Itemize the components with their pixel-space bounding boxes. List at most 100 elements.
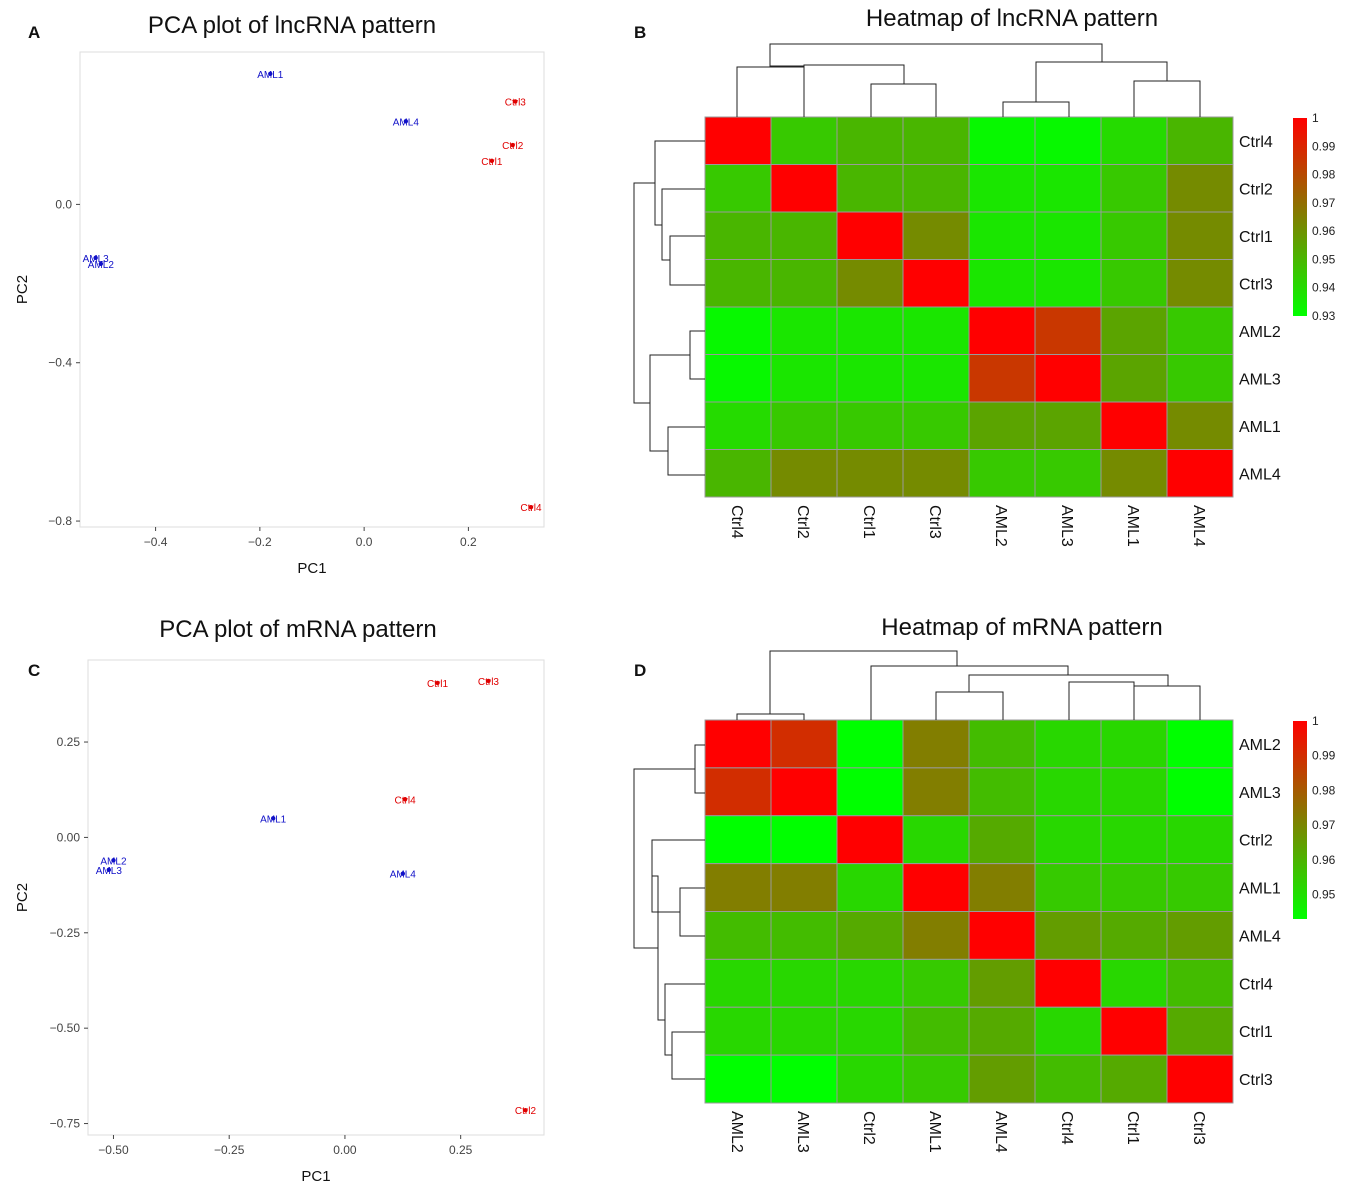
heatmap-cell — [1166, 116, 1234, 165]
heatmap-cell — [704, 449, 772, 498]
heatmap-cell — [770, 863, 838, 912]
col-label: Ctrl2 — [860, 1111, 877, 1145]
panel-d: D Heatmap of mRNA pattern AML2 AML3 Ctrl2 AML… — [600, 600, 1352, 1190]
heatmap-cell — [902, 211, 970, 260]
panel-letter: C — [28, 661, 40, 680]
x-tick-label: −0.25 — [214, 1143, 245, 1157]
x-tick-label: −0.4 — [144, 535, 168, 549]
data-point — [111, 858, 116, 863]
legend-tick-label: 0.95 — [1312, 252, 1336, 266]
row-label: AML1 — [1239, 881, 1281, 898]
dendrogram-branch — [689, 330, 705, 380]
data-point — [528, 505, 534, 510]
col-label: Ctrl4 — [1058, 1111, 1075, 1145]
dendrogram-branch — [664, 983, 705, 1056]
legend-tick-label: 0.93 — [1312, 309, 1336, 323]
col-label: AML3 — [1058, 505, 1075, 547]
pca-mrna-chart: C PCA plot of mRNA pattern −0.50 −0.25 0.00 0… — [14, 616, 545, 1185]
row-label: AML4 — [1239, 928, 1281, 945]
heatmap-cell — [1100, 164, 1168, 213]
heatmap-cell — [902, 354, 970, 403]
dendrogram-branch — [1133, 80, 1201, 117]
heatmap-cell — [836, 815, 904, 865]
heatmap-cell — [770, 401, 838, 450]
dendrogram-branch — [736, 66, 805, 117]
row-label: AML1 — [1239, 419, 1281, 436]
heatmap-cell — [836, 354, 904, 403]
legend-color-bar — [1293, 721, 1307, 919]
legend-tick-label: 0.99 — [1312, 749, 1336, 763]
y-tick-label: −0.25 — [50, 926, 81, 940]
heatmap-cell — [704, 211, 772, 260]
chart-title: PCA plot of lncRNA pattern — [148, 12, 436, 39]
point-label: Ctrl1 — [481, 157, 503, 168]
legend-tick-label: 0.98 — [1312, 168, 1336, 182]
row-label: Ctrl1 — [1239, 229, 1273, 246]
dendrogram-branch — [661, 188, 705, 261]
legend-tick-label: 0.94 — [1312, 281, 1336, 295]
col-label: AML1 — [926, 1111, 943, 1153]
heatmap-cell — [836, 116, 904, 165]
heatmap-cell — [836, 306, 904, 355]
dendrogram-branch — [803, 64, 905, 84]
legend-tick-label: 0.96 — [1312, 224, 1336, 238]
col-label: AML4 — [992, 1111, 1009, 1153]
heatmap-cell — [902, 815, 970, 865]
point-label: AML4 — [393, 117, 420, 128]
legend-tick-label: 1 — [1312, 111, 1319, 125]
heatmap-cell — [770, 354, 838, 403]
heatmap-cell — [968, 401, 1036, 450]
dendrogram-branch — [669, 235, 705, 286]
heatmap-cell — [1034, 1054, 1102, 1104]
heatmap-cell — [968, 863, 1036, 912]
dendrogram-branch — [870, 83, 937, 117]
heatmap-cell — [1034, 306, 1102, 355]
col-label: Ctrl2 — [794, 505, 811, 539]
heatmap-cell — [1100, 306, 1168, 355]
heatmap-cell — [902, 767, 970, 817]
heatmap-cell — [1034, 1006, 1102, 1056]
plot-area — [79, 51, 545, 528]
x-tick-label: 0.00 — [333, 1143, 357, 1157]
heatmap-cell — [1100, 719, 1168, 769]
col-label: Ctrl3 — [1190, 1111, 1207, 1145]
heatmap-cell — [770, 719, 838, 769]
panel-letter: A — [28, 23, 40, 42]
heatmap-cell — [1034, 401, 1102, 450]
x-tick-label: −0.2 — [248, 535, 272, 549]
panel-c: C PCA plot of mRNA pattern −0.50 −0.25 0.00 0… — [0, 600, 570, 1190]
row-label: AML4 — [1239, 466, 1281, 483]
heatmap-cell — [836, 863, 904, 912]
heatmap-cell — [1166, 449, 1234, 498]
heatmap-cell — [836, 164, 904, 213]
heatmap-cell — [1166, 306, 1234, 355]
dendrogram-branch — [1035, 61, 1168, 102]
heatmap-cell — [1100, 958, 1168, 1008]
legend-tick-label: 0.98 — [1312, 783, 1336, 797]
heatmap-mrna-chart: D Heatmap of mRNA pattern AML2 AML3 Ctrl2 AML… — [633, 614, 1336, 1153]
heatmap-cell — [704, 1006, 772, 1056]
dendrogram — [633, 650, 1201, 1080]
dendrogram-branch — [671, 1031, 705, 1080]
dendrogram-branch — [633, 182, 655, 404]
point-label: AML1 — [257, 70, 284, 81]
dendrogram-branch — [633, 768, 695, 949]
heatmap-cell — [1034, 259, 1102, 308]
data-point — [489, 158, 495, 164]
heatmap-cell — [1166, 259, 1234, 308]
chart-title: Heatmap of mRNA pattern — [881, 614, 1162, 641]
data-point — [106, 867, 112, 873]
heatmap-cell — [1100, 767, 1168, 817]
heatmap-cell — [770, 449, 838, 498]
col-label: AML4 — [1190, 505, 1207, 547]
heatmap-cell — [1166, 164, 1234, 213]
point-label: Ctrl2 — [515, 1106, 537, 1117]
heatmap-cell — [770, 116, 838, 165]
heatmap-cell — [902, 1006, 970, 1056]
heatmap-cell — [902, 401, 970, 450]
col-label: Ctrl4 — [728, 505, 745, 539]
x-tick-label: 0.0 — [356, 535, 373, 549]
heatmap-cell — [704, 306, 772, 355]
x-axis-label: PC1 — [297, 560, 326, 577]
point-label: Ctrl4 — [520, 503, 542, 514]
